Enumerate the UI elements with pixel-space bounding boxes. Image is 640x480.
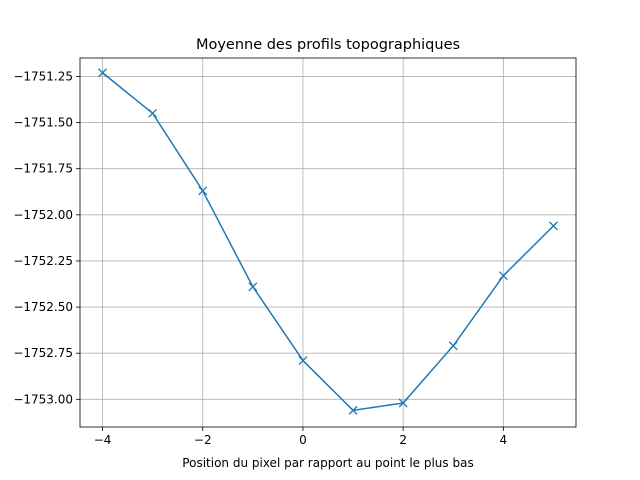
x-tick-label: 4 <box>500 433 508 447</box>
y-tick-label: −1751.75 <box>13 162 73 176</box>
y-tick-label: −1752.00 <box>13 208 73 222</box>
y-tick-label: −1752.25 <box>13 254 73 268</box>
series-layer <box>98 68 558 415</box>
data-point <box>98 68 108 78</box>
x-axis: −4 −2 0 2 4 <box>94 427 507 447</box>
data-point <box>348 405 358 415</box>
data-point <box>248 282 258 292</box>
data-point <box>498 271 508 281</box>
grid <box>80 58 576 427</box>
y-axis: −1751.25 −1751.50 −1751.75 −1752.00 −1752.25… <box>13 69 80 406</box>
y-tick-label: −1752.50 <box>13 300 73 314</box>
data-point <box>148 108 158 118</box>
plot-frame <box>79 57 577 428</box>
data-point <box>298 356 308 366</box>
x-axis-label: Position du pixel par rapport au point l… <box>182 456 473 470</box>
data-point <box>198 186 208 196</box>
data-point <box>548 221 558 231</box>
y-tick-label: −1751.25 <box>13 69 73 83</box>
y-tick-label: −1751.50 <box>13 116 73 130</box>
x-tick-label: −4 <box>94 433 112 447</box>
x-tick-label: −2 <box>194 433 212 447</box>
x-tick-label: 2 <box>399 433 407 447</box>
x-tick-label: 0 <box>299 433 307 447</box>
y-tick-label: −1752.75 <box>13 346 73 360</box>
series-line <box>102 72 554 412</box>
data-point <box>398 398 408 408</box>
chart-title: Moyenne des profils topographiques <box>196 37 460 53</box>
y-tick-label: −1753.00 <box>13 392 73 406</box>
data-point <box>448 341 458 351</box>
